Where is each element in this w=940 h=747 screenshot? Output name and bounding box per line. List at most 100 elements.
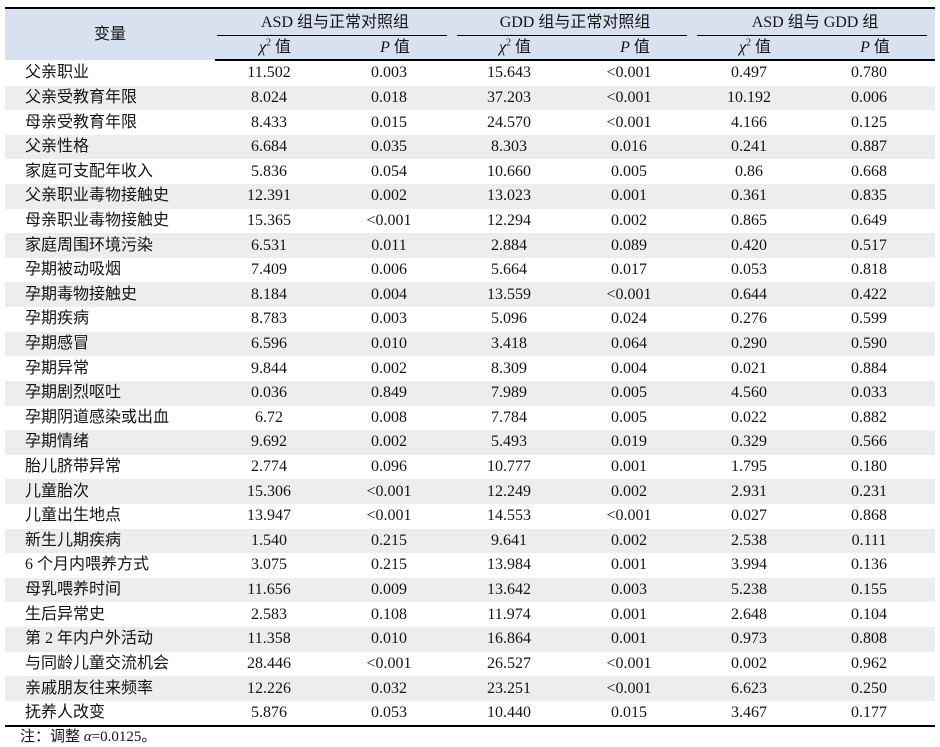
chi-square-value-cell: 6.684 [215,134,335,160]
chi-exponent: 2 [746,37,752,49]
p-value-cell: 0.033 [815,380,936,406]
chi-square-value-cell: 26.527 [487,654,532,672]
chi-square-value-cell: 9.844 [251,359,287,377]
chi-square-value-cell: 6.72 [255,408,283,426]
table-row: 生后异常史 2.583 0.108 11.974 0.001 2.648 0.104 [5,602,935,627]
table-row: 母亲受教育年限 8.433 0.015 24.570 <0.001 4.166 0.125 [5,110,935,135]
p-value-cell: 0.155 [815,577,936,603]
p-value-cell: 0.005 [575,380,696,406]
p-value-cell: 0.215 [335,528,456,554]
p-value-cell: 0.599 [851,310,888,328]
chi-square-value-cell: 5.493 [455,430,576,455]
p-value-cell: 0.002 [371,359,407,377]
variable-cell: 父亲职业 [25,63,90,81]
chi-square-value-cell: 28.446 [247,654,291,672]
table-row: 第 2 年内户外活动 11.358 0.010 16.864 0.001 0.973 0.8… [5,627,936,652]
group-header-asd-vs-gdd: ASD 组与 GDD 组 [695,8,936,36]
table-row: 家庭可支配年收入 5.836 0.054 10.660 0.005 0.86 0.668 [5,159,935,184]
chi-square-value-cell: 10.440 [487,704,532,722]
variable-cell: 亲戚朋友往来频率 [5,676,215,701]
chi-square-value-cell: 5.096 [491,310,528,328]
chi-square-value-cell: 10.660 [487,162,532,180]
chi-square-value-cell: 0.002 [731,654,768,672]
p-value-cell: <0.001 [575,85,696,111]
chi-square-value-cell: 0.973 [695,627,816,652]
table-row: 父亲职业 11.502 0.003 15.643 <0.001 0.497 0.780 [5,60,935,86]
p-value-cell: <0.001 [606,64,652,82]
variable-cell: 儿童胎次 [5,479,215,504]
table-body: 父亲职业 11.502 0.003 15.643 <0.001 0.497 0.780 父亲受… [5,60,936,727]
table-row: 儿童出生地点 13.947 <0.001 14.553 <0.001 0.027 0.868 [5,504,935,529]
chi-square-value-cell: 11.502 [247,64,291,82]
chi-square-value-cell: 23.251 [455,676,576,701]
variable-cell: 母亲受教育年限 [25,113,138,131]
p-value-cell: 0.002 [575,479,696,504]
p-value-cell: 0.015 [611,704,648,722]
chi-square-value-cell: 13.559 [455,282,576,308]
p-symbol: P [620,38,630,56]
chi-square-value-cell: 2.583 [251,605,287,623]
p-value-cell: 0.001 [611,458,648,476]
p-value-cell: 0.004 [611,359,648,377]
chi-square-value-cell: 0.290 [695,331,816,357]
p-value-cell: 0.177 [851,704,888,722]
variable-cell: 生后异常史 [25,605,106,623]
p-value-cell: 0.054 [371,162,407,180]
chi-symbol: χ [739,38,747,56]
p-symbol: P [380,38,390,56]
chi-square-value-cell: 2.774 [251,458,287,476]
p-value-cell: 0.003 [371,310,407,328]
p-value-cell: 0.016 [575,134,696,160]
chi-square-value-cell: 0.276 [731,310,768,328]
table-row: 胎儿脐带异常 2.774 0.096 10.777 0.001 1.795 0.180 [5,455,935,480]
table-row: 孕期情绪 9.692 0.002 5.493 0.019 0.329 0.566 [5,430,936,455]
table-row: 孕期疾病 8.783 0.003 5.096 0.024 0.276 0.599 [5,307,935,332]
variable-cell: 孕期情绪 [5,430,215,455]
p-value-cell: <0.001 [335,479,456,504]
chi-square-value-cell: 12.294 [487,211,532,229]
table-row: 孕期阴道感染或出血 6.72 0.008 7.784 0.005 0.022 0.882 [5,406,935,431]
p-value-cell: 0.125 [851,113,888,131]
table-row: 孕期剧烈呕吐 0.036 0.849 7.989 0.005 4.560 0.033 [5,380,936,406]
chi-square-value-cell: 2.884 [455,233,576,258]
chi-square-value-cell: 3.418 [455,331,576,357]
chi-square-value-cell: 12.249 [455,479,576,504]
table-row: 孕期毒物接触史 8.184 0.004 13.559 <0.001 0.644 0.422 [5,282,936,308]
chi-square-value-cell: 5.876 [251,704,287,722]
p-value-cell: 0.002 [611,211,648,229]
table-row: 父亲职业毒物接触史 12.391 0.002 13.023 0.001 0.361 0.83… [5,184,936,209]
chi-square-value-cell: 37.203 [455,85,576,111]
p-value-header: P 值 [335,36,456,61]
p-suffix: 值 [389,38,410,56]
p-value-cell: 0.001 [575,627,696,652]
p-value-cell: 0.818 [851,261,888,279]
chi-symbol: χ [498,38,507,56]
table-row: 儿童胎次 15.306 <0.001 12.249 0.002 2.931 0.231 [5,479,936,504]
table-row: 孕期感冒 6.596 0.010 3.418 0.064 0.290 0.590 [5,331,936,357]
chi-square-value-cell: 10.192 [695,85,816,111]
p-value-cell: 0.849 [335,380,456,406]
p-value-cell: 0.136 [851,556,888,574]
chi-symbol: χ [258,38,267,56]
p-value-cell: <0.001 [575,676,696,701]
p-value-cell: 0.010 [335,627,456,652]
variable-cell: 孕期剧烈呕吐 [5,380,215,406]
chi-square-value-cell: 5.836 [251,162,287,180]
chi-square-value-cell: 9.641 [455,528,576,554]
group-header-asd-vs-control: ASD 组与正常对照组 [215,8,456,36]
chi-square-value-cell: 0.86 [735,162,764,180]
chi-square-value-cell: 15.643 [487,64,532,82]
chi-square-value-cell: 0.361 [695,184,816,209]
chi-suffix: 值 [271,38,292,56]
table-note: 注：调整 α=0.0125。 [20,729,156,746]
statistics-table: 变量 ASD 组与正常对照组 GDD 组与正常对照组 ASD 组与 GDD 组 … [5,7,936,728]
table-row: 6 个月内喂养方式 3.075 0.215 13.984 0.001 3.994 0.136 [5,553,935,578]
p-value-cell: 0.003 [575,577,696,603]
variable-cell: 父亲职业毒物接触史 [5,184,215,209]
table-row: 抚养人改变 5.876 0.053 10.440 0.015 3.467 0.177 [5,701,935,727]
p-symbol: P [860,38,870,56]
chi-square-value-cell: 12.226 [215,676,335,701]
table-header: 变量 ASD 组与正常对照组 GDD 组与正常对照组 ASD 组与 GDD 组 … [5,8,936,61]
p-value-cell: 0.517 [815,233,936,258]
p-value-cell: 0.884 [851,359,888,377]
